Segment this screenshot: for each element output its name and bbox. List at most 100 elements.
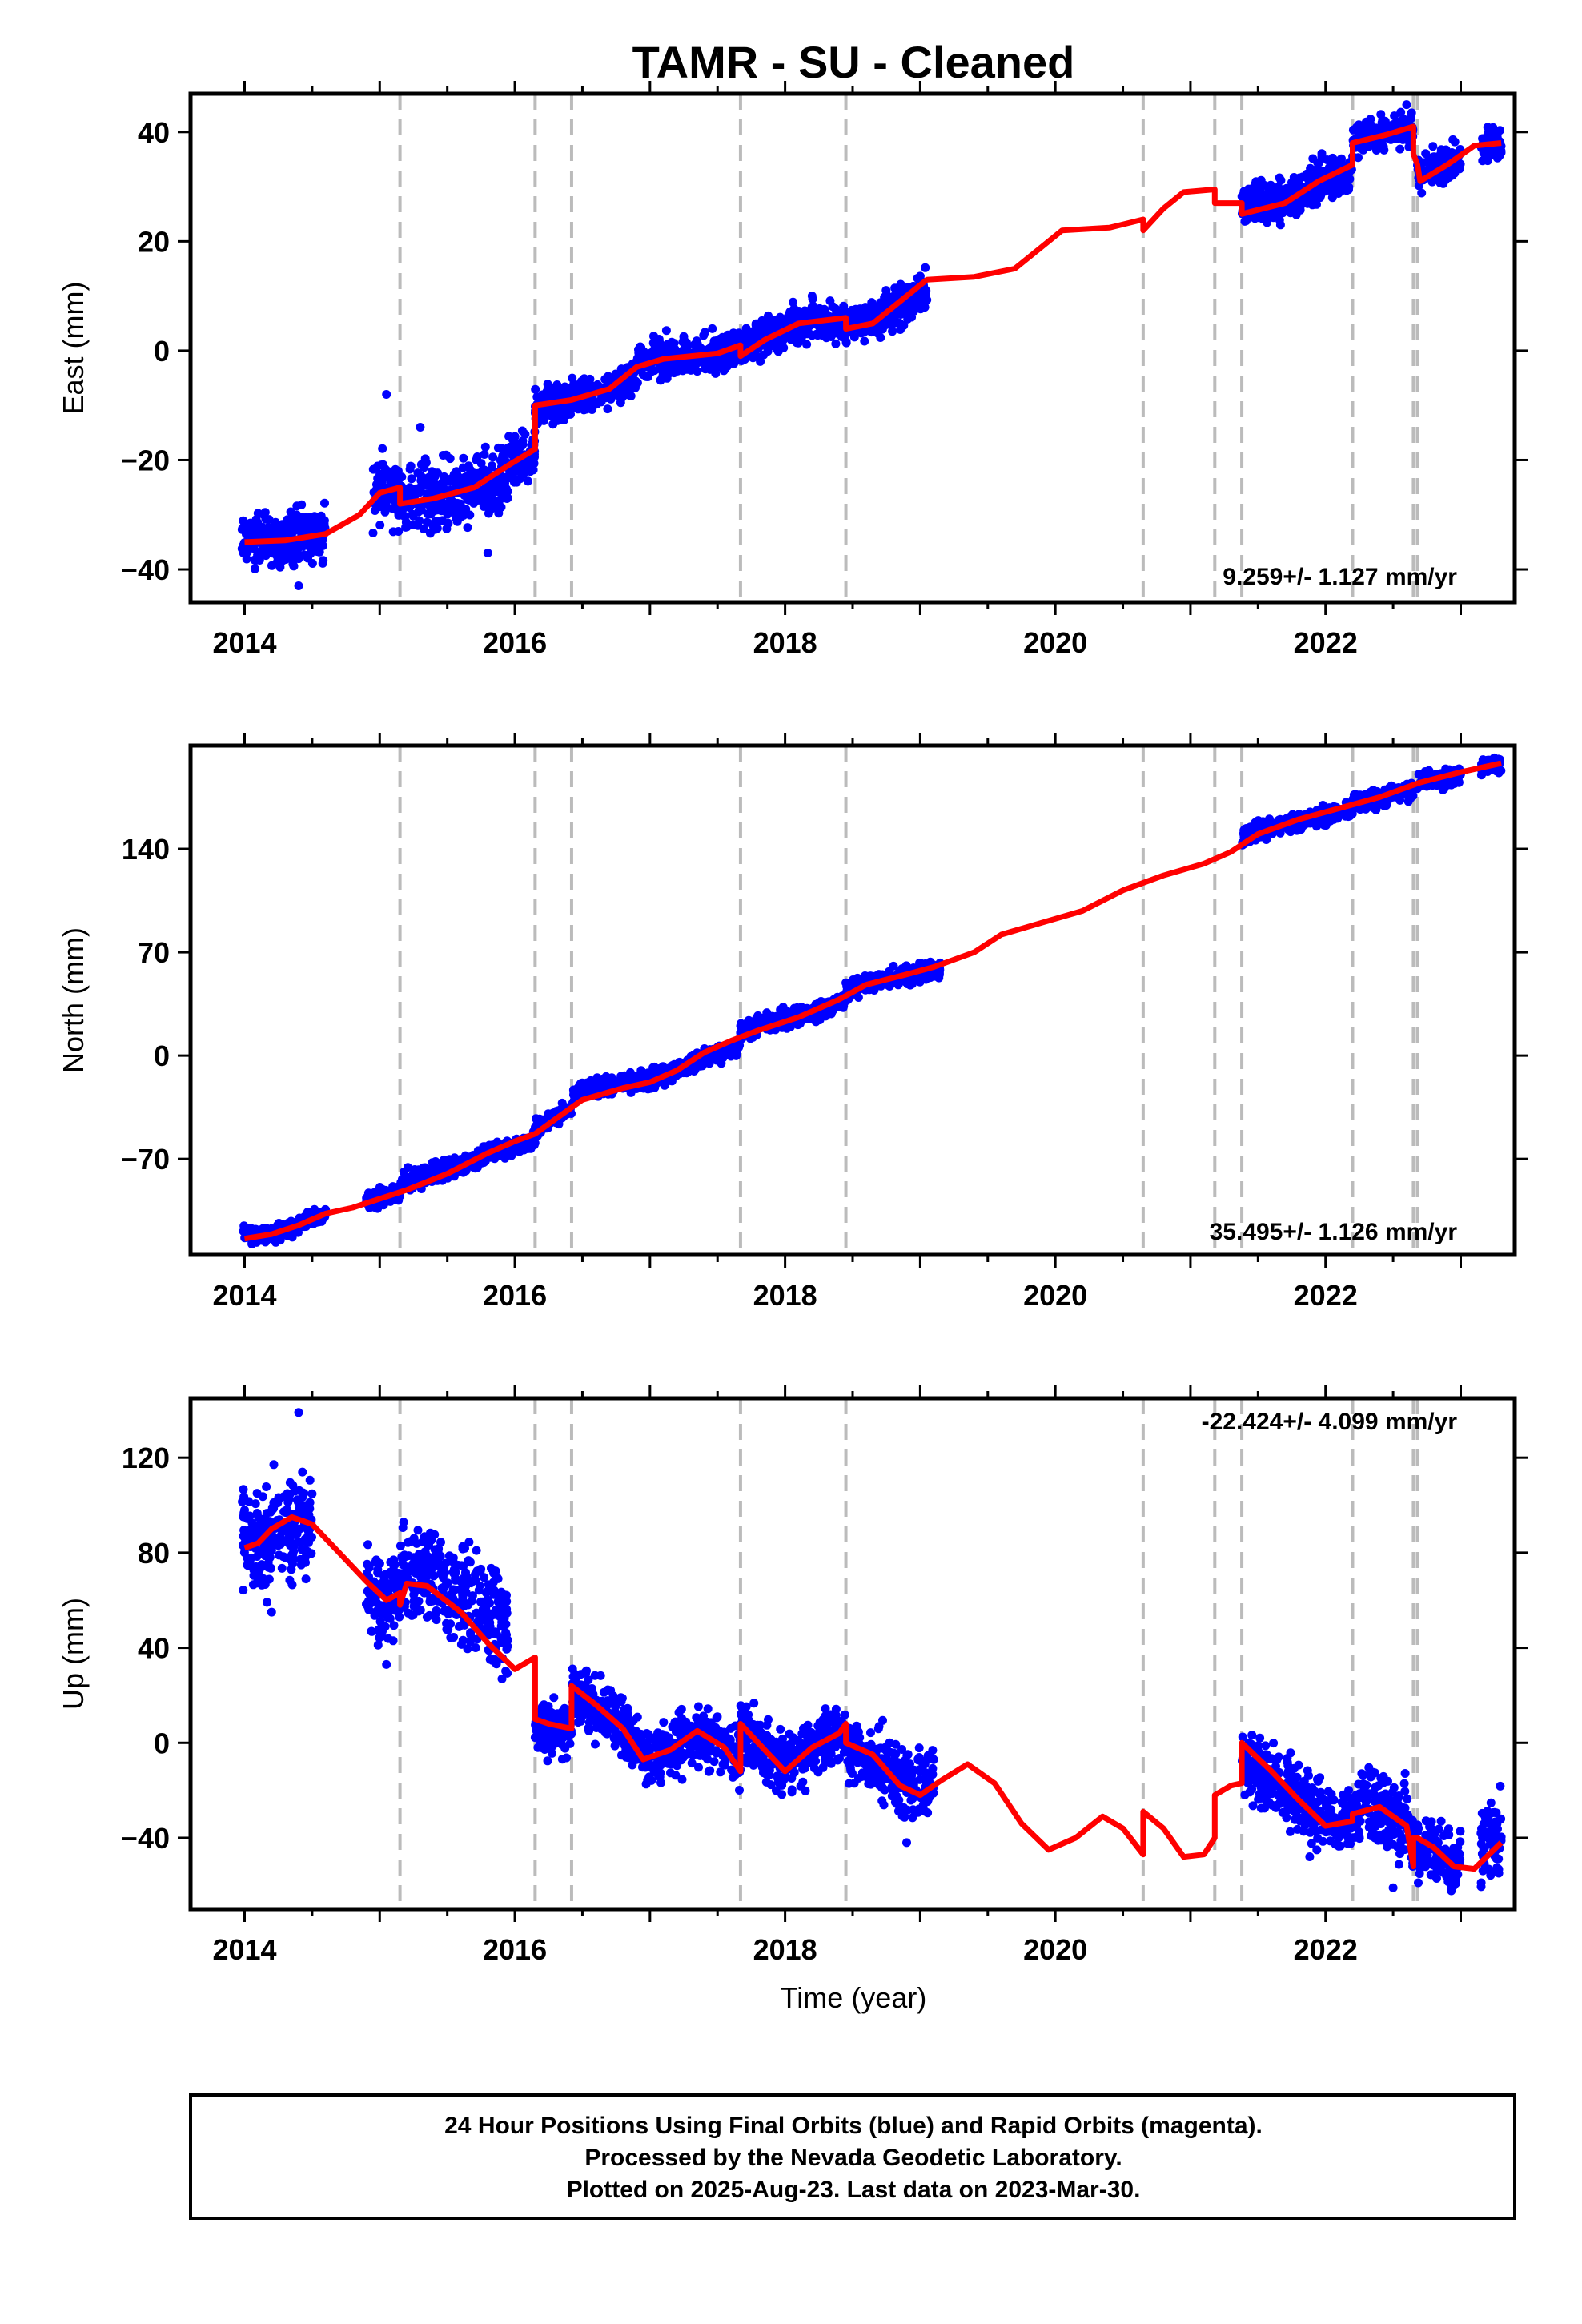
- data-point: [276, 548, 286, 557]
- data-point: [769, 337, 779, 347]
- data-point: [695, 343, 705, 352]
- data-point: [1398, 118, 1407, 127]
- data-point: [472, 452, 482, 461]
- data-point: [375, 469, 385, 479]
- data-point: [509, 477, 519, 487]
- data-point: [531, 384, 540, 394]
- data-point: [802, 307, 812, 316]
- data-point: [1243, 195, 1252, 204]
- data-point: [728, 332, 737, 341]
- data-point: [797, 332, 806, 341]
- data-point: [915, 271, 925, 281]
- data-point: [912, 296, 921, 305]
- data-point: [406, 461, 416, 471]
- data-point: [495, 477, 504, 487]
- data-point: [430, 472, 440, 481]
- data-point: [1317, 149, 1327, 159]
- data-point: [289, 561, 299, 571]
- data-point: [438, 516, 447, 525]
- outlier-point: [382, 390, 391, 400]
- data-point: [419, 525, 428, 534]
- y-axis-label: East (mm): [57, 282, 90, 415]
- data-point: [1342, 186, 1351, 195]
- data-point: [1280, 206, 1290, 215]
- data-point: [841, 338, 851, 348]
- data-point: [1359, 145, 1368, 155]
- data-point: [1266, 210, 1275, 219]
- data-point: [469, 498, 479, 508]
- data-point: [550, 385, 560, 395]
- model-line: [244, 123, 1502, 545]
- data-point: [426, 509, 436, 519]
- data-point: [243, 543, 252, 553]
- data-point: [528, 459, 537, 468]
- data-point: [239, 1221, 249, 1231]
- x-tick-label: 2020: [1023, 626, 1087, 659]
- data-point: [247, 519, 255, 529]
- data-point: [637, 349, 647, 359]
- data-point: [443, 500, 452, 509]
- data-point: [1441, 145, 1451, 155]
- data-point: [1303, 199, 1312, 208]
- data-point: [480, 442, 490, 452]
- data-point: [261, 514, 271, 524]
- data-point: [831, 339, 841, 348]
- data-point: [884, 967, 893, 976]
- y-tick-label: 0: [154, 335, 170, 368]
- data-point: [925, 971, 934, 980]
- data-point: [1488, 123, 1498, 132]
- data-point: [1395, 144, 1405, 154]
- data-point: [860, 336, 869, 346]
- data-point: [502, 1150, 511, 1160]
- data-point: [822, 1010, 832, 1019]
- data-point: [463, 523, 472, 533]
- data-point: [307, 559, 317, 568]
- data-point: [568, 373, 577, 383]
- data-point: [654, 339, 664, 348]
- data-point: [1273, 183, 1283, 192]
- data-point: [671, 364, 681, 373]
- data-point: [1376, 110, 1386, 119]
- data-point: [510, 432, 520, 441]
- data-point: [1438, 170, 1447, 179]
- data-point: [679, 358, 689, 368]
- data-point: [1377, 139, 1387, 148]
- data-point: [397, 472, 407, 482]
- data-point: [820, 304, 829, 314]
- data-point: [250, 1226, 259, 1236]
- data-point: [713, 336, 722, 345]
- data-point: [1386, 135, 1395, 144]
- data-point: [517, 426, 527, 436]
- data-point: [876, 304, 885, 314]
- data-point: [552, 416, 562, 425]
- data-point: [515, 464, 524, 474]
- data-point: [452, 467, 461, 476]
- data-point: [274, 1219, 283, 1228]
- data-point: [416, 476, 426, 485]
- data-point: [432, 524, 442, 533]
- data-point: [439, 451, 448, 460]
- data-point: [495, 495, 504, 505]
- data-point: [896, 310, 905, 319]
- data-point: [1275, 173, 1284, 183]
- data-point: [1406, 114, 1415, 123]
- data-point: [856, 308, 865, 318]
- data-point: [888, 327, 897, 336]
- y-tick-label: −20: [121, 444, 170, 476]
- data-point: [1251, 179, 1260, 189]
- data-point: [1341, 175, 1351, 184]
- data-point: [412, 1174, 421, 1184]
- data-point: [604, 1076, 613, 1086]
- data-point: [273, 557, 283, 566]
- data-point: [400, 511, 409, 521]
- data-point: [921, 263, 930, 272]
- data-point: [1255, 195, 1264, 204]
- data-point: [394, 1196, 404, 1205]
- data-point: [394, 527, 404, 536]
- data-point: [704, 357, 713, 367]
- data-point: [662, 347, 672, 356]
- data-point: [775, 315, 785, 324]
- data-point: [523, 476, 532, 486]
- data-point: [460, 479, 470, 489]
- data-point: [476, 459, 486, 468]
